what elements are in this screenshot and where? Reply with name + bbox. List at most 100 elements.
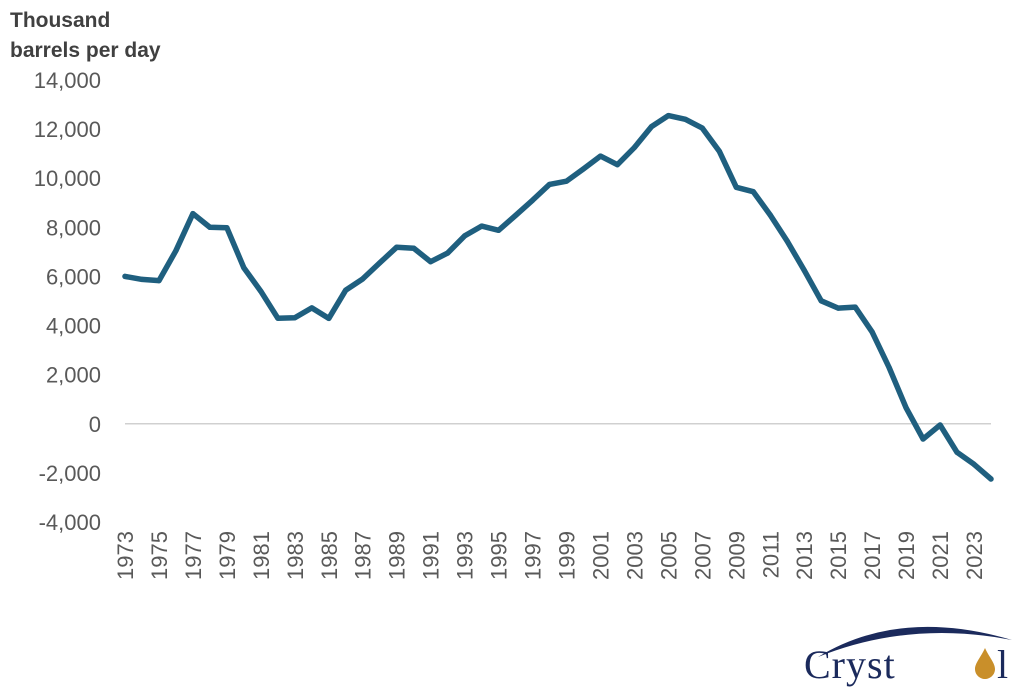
data-point (699, 125, 705, 131)
y-tick-label: -2,000 (39, 461, 101, 486)
data-point (411, 245, 417, 251)
x-tick-label: 1987 (351, 531, 376, 580)
data-point (343, 287, 349, 293)
data-point (224, 225, 230, 231)
data-point (716, 148, 722, 154)
data-point (139, 276, 145, 282)
y-tick-label: -4,000 (39, 510, 101, 535)
x-tick-label: 2013 (792, 531, 817, 580)
data-point (665, 113, 672, 119)
x-tick-label: 2007 (690, 531, 715, 580)
data-point (852, 304, 858, 310)
data-point (682, 116, 689, 122)
x-tick-label: 2003 (622, 531, 647, 580)
logo-text: Cryst (804, 642, 896, 687)
x-tick-label: 2001 (588, 531, 613, 580)
data-point (462, 233, 468, 239)
data-point (631, 144, 638, 151)
y-tick-label: 4,000 (46, 314, 101, 339)
data-point (886, 364, 892, 371)
data-point (818, 298, 824, 304)
x-tick-label: 1995 (487, 531, 512, 580)
crystol-logo: Cryst l (804, 626, 1012, 687)
data-point (394, 244, 400, 250)
series-group (122, 112, 994, 482)
x-tick-label: 2019 (894, 531, 919, 580)
data-point (275, 315, 281, 321)
data-point (529, 197, 536, 203)
y-axis-unit-line-2: barrels per day (10, 39, 161, 62)
data-point (360, 276, 366, 282)
data-point (156, 278, 162, 284)
y-tick-label: 10,000 (34, 166, 101, 191)
data-point (988, 476, 994, 482)
x-tick-label: 1973 (113, 531, 138, 580)
x-tick-label: 1977 (181, 531, 206, 580)
oil-drop-icon (975, 648, 995, 679)
data-point (292, 315, 298, 321)
x-tick-label: 1981 (249, 531, 274, 580)
data-point (563, 178, 570, 184)
y-axis-unit-line-1: Thousand (10, 9, 111, 32)
x-tick-label: 2017 (860, 531, 885, 580)
y-tick-label: 12,000 (34, 117, 101, 142)
series-line (122, 112, 994, 482)
logo-swoosh (818, 626, 1012, 657)
data-point (190, 211, 196, 217)
data-point (122, 273, 128, 279)
data-point (614, 162, 621, 168)
logo-text-tail: l (997, 642, 1009, 687)
data-point (971, 461, 977, 467)
data-point (580, 166, 587, 172)
y-tick-label: 8,000 (46, 215, 101, 240)
data-point (835, 305, 841, 311)
x-tick-label: 2023 (962, 531, 987, 580)
x-tick-label: 2021 (928, 531, 953, 580)
x-tick-label: 1997 (521, 531, 546, 580)
y-tick-label: 14,000 (34, 68, 101, 93)
data-point (801, 267, 807, 273)
data-point (496, 227, 502, 233)
data-point (173, 248, 179, 254)
data-point (869, 329, 875, 335)
x-tick-label: 2011 (758, 531, 783, 578)
data-point (784, 238, 790, 244)
x-tick-label: 1979 (215, 531, 240, 580)
x-tick-label: 2009 (724, 531, 749, 580)
x-tick-label: 1993 (453, 531, 478, 580)
data-point (445, 250, 451, 256)
data-point (512, 212, 519, 219)
data-point (309, 305, 315, 311)
data-point (767, 212, 773, 218)
x-tick-label: 1985 (317, 531, 342, 580)
x-tick-label: 1983 (283, 531, 308, 580)
data-point (920, 436, 926, 442)
data-point (733, 184, 739, 190)
data-point (479, 223, 485, 229)
data-point (903, 405, 909, 411)
data-point (546, 181, 553, 187)
data-point (597, 153, 604, 159)
x-tick-label: 1989 (385, 531, 410, 580)
data-point (648, 124, 655, 130)
x-tick-label: 2015 (826, 531, 851, 580)
x-tick-label: 1991 (419, 531, 444, 580)
x-tick-label: 1999 (554, 531, 579, 580)
data-point (207, 224, 213, 230)
data-point (428, 259, 434, 265)
data-point (937, 422, 943, 428)
data-point (954, 449, 960, 455)
y-axis-unit-label: Thousand barrels per day (10, 6, 230, 66)
data-point (750, 189, 756, 195)
x-tick-label: 1975 (147, 531, 172, 580)
data-point (258, 288, 264, 294)
y-tick-label: 6,000 (46, 264, 101, 289)
x-axis-ticks: 1973 1975 1977 1979 1981 1983 1985 1987 1989 1991… (113, 531, 987, 580)
data-point (326, 315, 332, 321)
data-point (241, 265, 247, 271)
data-point (377, 260, 383, 266)
y-tick-label: 0 (89, 412, 101, 437)
y-axis-ticks: 14,000 12,000 10,000 8,000 6,000 4,000 2,000 0 -… (34, 68, 101, 535)
y-tick-label: 2,000 (46, 363, 101, 388)
